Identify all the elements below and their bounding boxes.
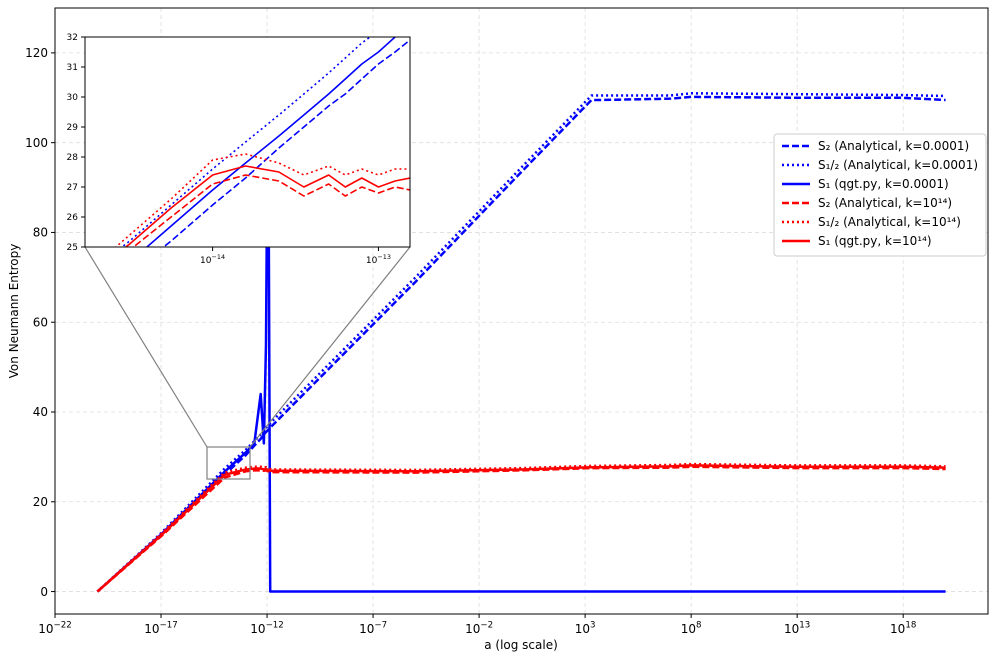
y-tick-label: 29 xyxy=(67,123,79,133)
x-tick-label: 10−17 xyxy=(144,621,177,636)
series-line xyxy=(145,37,397,247)
tick-exponent: −12 xyxy=(266,621,284,631)
x-tick-label: 10−2 xyxy=(465,621,493,636)
tick-base: 10 xyxy=(200,256,212,266)
legend-box xyxy=(773,133,987,257)
y-axis-label: Von Neumann Entropy xyxy=(7,244,21,379)
tick-exponent: −2 xyxy=(480,621,493,631)
tick-exponent: 18 xyxy=(905,621,916,631)
tick-exponent: 13 xyxy=(799,621,810,631)
legend-label: S₁ (qgt.py, k=0.0001) xyxy=(818,177,949,191)
y-tick-label: 100 xyxy=(25,136,48,150)
tick-exponent: −22 xyxy=(54,621,72,631)
y-tick-label: 20 xyxy=(33,495,48,509)
y-tick-label: 60 xyxy=(33,315,48,329)
tick-exponent: 3 xyxy=(590,621,596,631)
tick-base: 10 xyxy=(359,622,374,636)
legend-label: S₁/₂ (Analytical, k=10¹⁴) xyxy=(818,215,961,229)
y-tick-label: 40 xyxy=(33,405,48,419)
series-line xyxy=(96,464,946,593)
y-tick-label: 28 xyxy=(67,153,79,163)
legend-label: S₂ (Analytical, k=10¹⁴) xyxy=(818,196,952,210)
series-line xyxy=(120,37,372,247)
series-group xyxy=(96,51,946,593)
y-tick-label: 0 xyxy=(40,585,48,599)
tick-exponent: −13 xyxy=(377,253,391,261)
series-line xyxy=(96,465,946,593)
x-tick-label: 10−14 xyxy=(200,253,225,266)
x-tick-label: 103 xyxy=(575,621,596,636)
series-group xyxy=(114,37,410,247)
x-tick-label: 1018 xyxy=(890,621,916,636)
y-tick-label: 80 xyxy=(33,226,48,240)
x-tick-label: 1013 xyxy=(784,621,810,636)
plot-area xyxy=(85,37,410,247)
legend-label: S₂ (Analytical, k=0.0001) xyxy=(818,139,969,153)
y-tick-label: 32 xyxy=(67,33,78,43)
y-tick-label: 25 xyxy=(67,243,78,253)
tick-base: 10 xyxy=(784,622,799,636)
tick-exponent: 8 xyxy=(696,621,702,631)
tick-base: 10 xyxy=(575,622,590,636)
series-line xyxy=(132,174,410,247)
series-line xyxy=(96,95,946,593)
tick-base: 10 xyxy=(681,622,696,636)
tick-exponent: −14 xyxy=(212,253,226,261)
y-tick-label: 31 xyxy=(67,63,78,73)
x-tick-label: 10−12 xyxy=(250,621,283,636)
x-tick-label: 10−22 xyxy=(38,621,71,636)
series-line xyxy=(96,51,946,593)
axes-frame xyxy=(84,36,411,248)
tick-base: 10 xyxy=(366,256,378,266)
x-tick-label: 108 xyxy=(681,621,702,636)
x-tick-label: 10−7 xyxy=(359,621,387,636)
series-line xyxy=(162,39,410,247)
y-tick-label: 27 xyxy=(67,183,78,193)
tick-base: 10 xyxy=(144,622,159,636)
x-axis-label: a (log scale) xyxy=(484,638,558,652)
tick-base: 10 xyxy=(38,622,53,636)
zoom-connector xyxy=(249,246,411,448)
y-tick-label: 120 xyxy=(25,46,48,60)
zoom-box xyxy=(206,446,251,480)
legend-label: S₁ (qgt.py, k=10¹⁴) xyxy=(818,234,932,248)
y-tick-label: 26 xyxy=(67,213,79,223)
tick-base: 10 xyxy=(250,622,265,636)
axes-frame xyxy=(54,7,989,615)
tick-base: 10 xyxy=(465,622,480,636)
tick-exponent: −7 xyxy=(374,621,387,631)
tick-base: 10 xyxy=(890,622,905,636)
x-tick-label: 10−13 xyxy=(366,253,391,266)
legend-label: S₁/₂ (Analytical, k=0.0001) xyxy=(818,158,978,172)
tick-exponent: −17 xyxy=(160,621,178,631)
zoom-connector xyxy=(84,246,208,448)
series-line xyxy=(124,165,410,247)
y-tick-label: 30 xyxy=(67,93,79,103)
